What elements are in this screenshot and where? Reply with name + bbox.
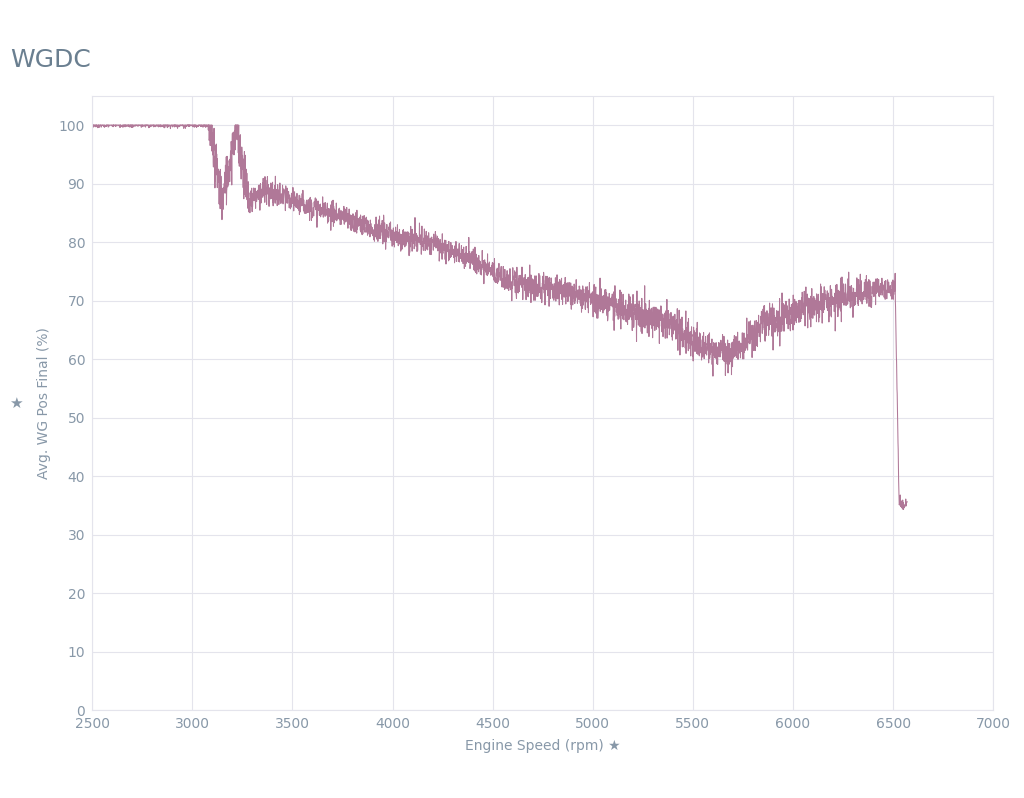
Text: ★: ★ [9,396,23,410]
Text: WGDC: WGDC [10,48,91,72]
Y-axis label: Avg. WG Pos Final (%): Avg. WG Pos Final (%) [37,327,50,479]
X-axis label: Engine Speed (rpm) ★: Engine Speed (rpm) ★ [465,740,621,753]
